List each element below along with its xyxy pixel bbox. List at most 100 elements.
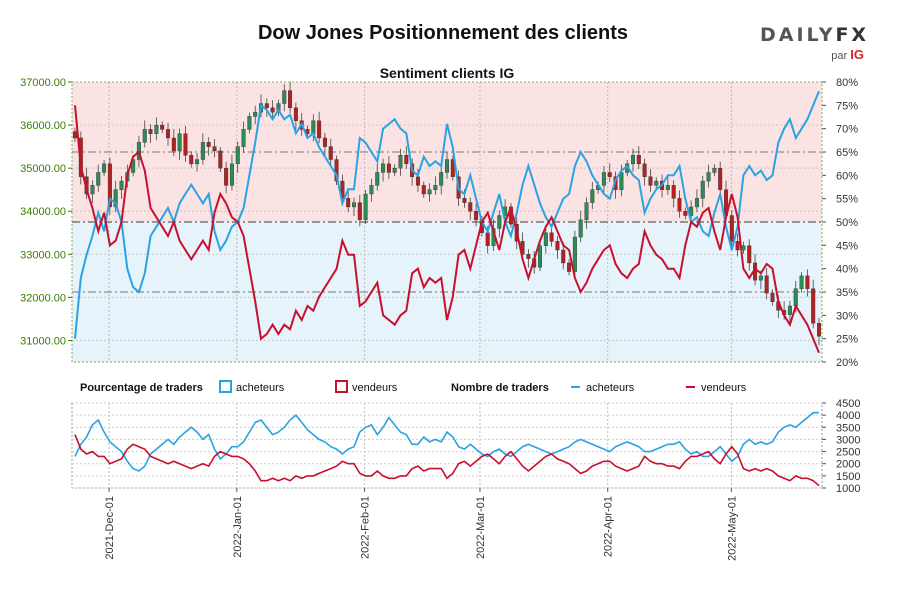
candle-bearish (206, 142, 211, 147)
candle-bearish (346, 198, 351, 208)
candle-bearish (729, 215, 734, 242)
candle-bearish (317, 120, 322, 139)
candle-bearish (288, 90, 293, 109)
date-tick-label: 2022-Feb-01 (360, 496, 372, 559)
candle-bearish (636, 155, 641, 165)
date-tick-label: 2021-Dec-01 (104, 496, 116, 560)
date-axis: 2021-Dec-01 2022-Jan-01 2022-Feb-01 2022-Ma… (104, 488, 738, 561)
candle-bullish (439, 172, 444, 186)
candle-bearish (735, 241, 740, 251)
candle-bearish (165, 129, 170, 139)
count-tick-label: 3500 (836, 422, 860, 434)
count-tick-label: 4500 (836, 398, 860, 410)
candle-bearish (183, 133, 188, 156)
legend-vendeurs-pct-swatch (335, 380, 348, 393)
candle-bullish (276, 103, 281, 113)
percent-tick-label: 50% (836, 217, 858, 229)
candle-bearish (160, 124, 165, 130)
candle-bearish (357, 202, 362, 221)
candle-bearish (450, 159, 455, 177)
candle-bearish (328, 146, 333, 160)
candle-bullish (619, 172, 624, 190)
candle-bearish (212, 146, 217, 152)
percent-tick-label: 60% (836, 170, 858, 182)
candle-bullish (631, 155, 636, 165)
chart-subtitle: Sentiment clients IG (380, 65, 515, 81)
dailyfx-wordmark: DAILYFX (760, 24, 870, 46)
percent-tick-label: 35% (836, 287, 858, 299)
candle-bearish (764, 275, 769, 294)
candle-bullish (177, 133, 182, 152)
price-tick-label: 36000.00 (20, 120, 66, 132)
candle-bullish (142, 129, 147, 143)
candle-bullish (247, 116, 252, 130)
candle-bullish (497, 215, 502, 229)
candle-bullish (706, 172, 711, 182)
count-tick-label: 1000 (836, 483, 860, 495)
acheteurs-count-line (74, 411, 819, 472)
candle-bearish (386, 163, 391, 173)
date-tick-label: 2022-Jan-01 (232, 496, 244, 558)
candle-bearish (270, 107, 275, 113)
candle-bullish (311, 120, 316, 134)
candle-bullish (102, 163, 107, 173)
price-tick-label: 35000.00 (20, 163, 66, 175)
candle-bullish (712, 167, 717, 173)
vendeurs-pct-line (74, 105, 820, 354)
price-axis: 37000.00 36000.00 35000.00 34000.00 33000.00… (20, 77, 72, 347)
candle-bearish (224, 167, 229, 186)
candle-bearish (421, 185, 426, 195)
candle-bullish (665, 185, 670, 190)
price-tick-label: 32000.00 (20, 292, 66, 304)
candle-bullish (195, 159, 200, 165)
candle-bullish (229, 163, 234, 186)
candle-bullish (200, 142, 205, 160)
legend: Pourcentage de traders acheteurs vendeur… (80, 380, 747, 394)
candle-bullish (793, 288, 798, 307)
percent-tick-label: 70% (836, 124, 858, 136)
percent-tick-label: 75% (836, 100, 858, 112)
candle-bullish (427, 189, 432, 195)
legend-count-title: Nombre de traders (451, 382, 549, 394)
candle-bullish (352, 202, 357, 208)
candle-bearish (107, 163, 112, 208)
candle-bearish (264, 103, 269, 109)
candle-bearish (607, 172, 612, 177)
candle-bullish (282, 90, 287, 104)
price-tick-label: 33000.00 (20, 249, 66, 261)
candle-bearish (561, 249, 566, 264)
candle-bullish (799, 275, 804, 289)
count-tick-label: 2000 (836, 459, 860, 471)
candle-bullish (369, 185, 374, 195)
candle-bearish (805, 275, 810, 289)
candle-bearish (642, 163, 647, 177)
legend-acheteurs-count-label: acheteurs (586, 382, 635, 394)
candle-bearish (171, 137, 176, 152)
candle-bullish (787, 305, 792, 315)
candle-bullish (375, 172, 380, 186)
candle-bearish (770, 292, 775, 302)
price-sentiment-panel: Sentiment clients IG 37000.00 36000.00 350… (20, 65, 858, 369)
candle-bearish (549, 232, 554, 242)
candle-bearish (462, 198, 467, 203)
candle-bullish (363, 193, 368, 221)
candle-bullish (433, 185, 438, 190)
candle-bearish (526, 254, 531, 259)
count-tick-label: 2500 (836, 447, 860, 459)
candle-bearish (72, 131, 77, 139)
candle-bullish (538, 245, 543, 268)
candle-bullish (694, 198, 699, 208)
candle-bearish (747, 245, 752, 264)
date-tick-label: 2022-Apr-01 (603, 496, 615, 557)
candle-bullish (253, 111, 258, 117)
date-tick-label: 2022-May-01 (726, 496, 738, 561)
candle-bullish (381, 163, 386, 173)
candle-bullish (543, 232, 548, 246)
candle-bearish (189, 155, 194, 165)
count-tick-label: 3000 (836, 434, 860, 446)
candle-bearish (293, 107, 298, 121)
candle-bullish (241, 129, 246, 147)
vendeurs-count-line (74, 434, 820, 487)
